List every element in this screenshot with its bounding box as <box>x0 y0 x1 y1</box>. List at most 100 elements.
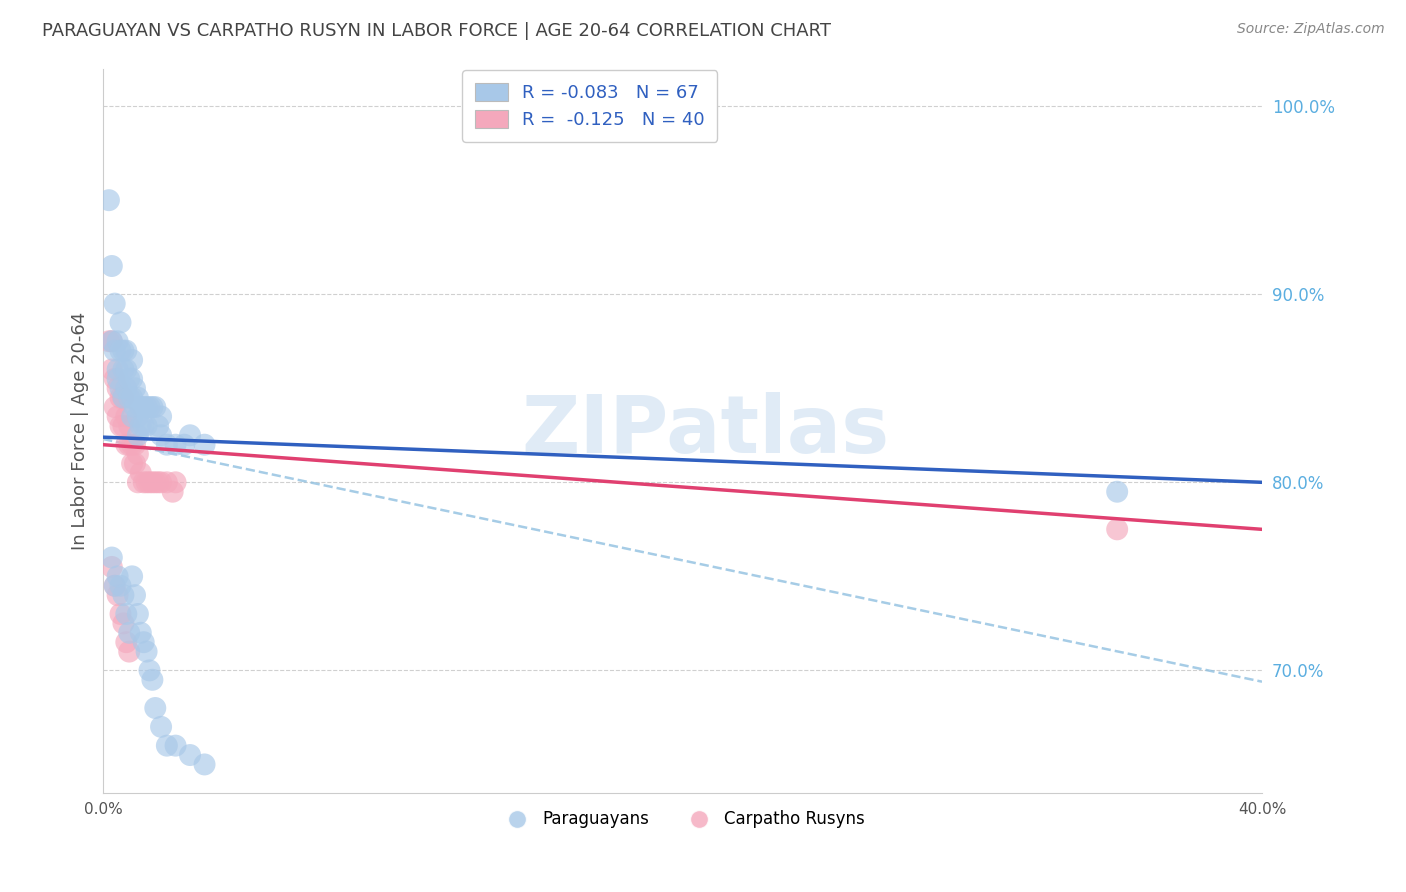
Point <box>165 438 187 452</box>
Point <box>135 644 157 658</box>
Point <box>143 475 166 490</box>
Point <box>150 720 173 734</box>
Point <box>135 475 157 490</box>
Point <box>135 418 157 433</box>
Point <box>104 579 127 593</box>
Point <box>118 372 141 386</box>
Point <box>124 457 146 471</box>
Point <box>110 343 132 358</box>
Point <box>129 625 152 640</box>
Point <box>112 343 135 358</box>
Point <box>112 391 135 405</box>
Y-axis label: In Labor Force | Age 20-64: In Labor Force | Age 20-64 <box>72 311 89 549</box>
Point <box>115 635 138 649</box>
Point <box>121 372 143 386</box>
Point <box>132 475 155 490</box>
Legend: Paraguayans, Carpatho Rusyns: Paraguayans, Carpatho Rusyns <box>494 804 872 835</box>
Point <box>97 193 120 207</box>
Point <box>110 579 132 593</box>
Point <box>104 343 127 358</box>
Point <box>165 739 187 753</box>
Point <box>156 739 179 753</box>
Point <box>124 400 146 414</box>
Point <box>104 579 127 593</box>
Point <box>121 409 143 424</box>
Point <box>112 418 135 433</box>
Point <box>162 484 184 499</box>
Point <box>143 701 166 715</box>
Point <box>118 418 141 433</box>
Point <box>121 457 143 471</box>
Point <box>101 560 124 574</box>
Point <box>141 400 163 414</box>
Point <box>129 400 152 414</box>
Point <box>112 616 135 631</box>
Point <box>132 400 155 414</box>
Point <box>156 475 179 490</box>
Point <box>179 747 201 762</box>
Point <box>107 372 129 386</box>
Point <box>148 475 170 490</box>
Point <box>138 475 160 490</box>
Point <box>110 607 132 621</box>
Point <box>121 569 143 583</box>
Point <box>115 409 138 424</box>
Point <box>115 607 138 621</box>
Point <box>115 438 138 452</box>
Point <box>104 400 127 414</box>
Point <box>101 550 124 565</box>
Point <box>156 438 179 452</box>
Point <box>150 428 173 442</box>
Point <box>127 607 149 621</box>
Point <box>193 757 215 772</box>
Point <box>97 334 120 349</box>
Point <box>107 362 129 376</box>
Point <box>110 315 132 329</box>
Point <box>124 381 146 395</box>
Point <box>110 381 132 395</box>
Point <box>173 438 195 452</box>
Point <box>135 400 157 414</box>
Point <box>110 418 132 433</box>
Point <box>132 418 155 433</box>
Point <box>1107 522 1129 536</box>
Point <box>110 391 132 405</box>
Point <box>101 334 124 349</box>
Point <box>121 391 143 405</box>
Point <box>124 438 146 452</box>
Point <box>127 428 149 442</box>
Point <box>101 259 124 273</box>
Point <box>107 569 129 583</box>
Point <box>115 381 138 395</box>
Point <box>127 409 149 424</box>
Text: PARAGUAYAN VS CARPATHO RUSYN IN LABOR FORCE | AGE 20-64 CORRELATION CHART: PARAGUAYAN VS CARPATHO RUSYN IN LABOR FO… <box>42 22 831 40</box>
Point <box>165 475 187 490</box>
Point <box>150 475 173 490</box>
Point <box>1107 484 1129 499</box>
Point <box>107 588 129 602</box>
Point <box>115 343 138 358</box>
Point <box>193 438 215 452</box>
Point <box>112 588 135 602</box>
Point <box>127 447 149 461</box>
Point <box>127 391 149 405</box>
Point <box>118 644 141 658</box>
Text: Source: ZipAtlas.com: Source: ZipAtlas.com <box>1237 22 1385 37</box>
Point <box>107 381 129 395</box>
Point <box>121 438 143 452</box>
Text: ZIPatlas: ZIPatlas <box>522 392 890 469</box>
Point <box>127 475 149 490</box>
Point <box>138 664 160 678</box>
Point <box>107 334 129 349</box>
Point <box>115 362 138 376</box>
Point <box>104 296 127 310</box>
Point <box>112 391 135 405</box>
Point <box>143 400 166 414</box>
Point <box>141 673 163 687</box>
Point <box>124 588 146 602</box>
Point <box>150 409 173 424</box>
Point <box>141 475 163 490</box>
Point <box>179 428 201 442</box>
Point <box>118 625 141 640</box>
Point <box>148 418 170 433</box>
